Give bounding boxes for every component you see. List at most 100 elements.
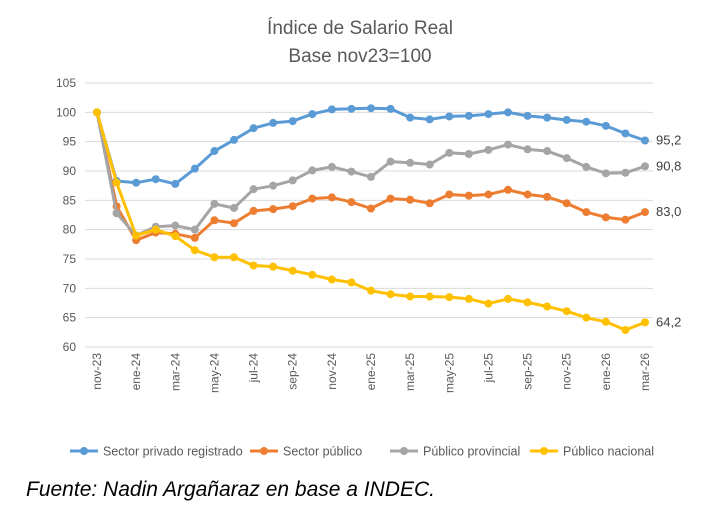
data-point <box>190 225 199 234</box>
data-point <box>249 185 258 194</box>
end-label-sector-publico: 83,0 <box>656 204 681 219</box>
y-tick-label: 85 <box>63 193 77 207</box>
end-labels: 95,2 83,0 90,8 64,2 <box>656 132 681 329</box>
legend: Sector privado registrado Sector público P… <box>70 445 654 459</box>
data-point <box>308 110 317 119</box>
data-point <box>190 164 199 173</box>
data-point <box>582 162 591 171</box>
data-point <box>425 115 434 124</box>
data-point <box>269 262 278 271</box>
data-point <box>249 261 258 270</box>
data-point <box>249 124 258 133</box>
data-point <box>249 206 258 215</box>
data-point <box>288 202 297 211</box>
data-point <box>601 121 610 130</box>
data-point <box>543 113 552 122</box>
x-tick-label: ene-25 <box>364 353 378 391</box>
x-tick-label: mar-26 <box>638 353 652 391</box>
x-tick-label: may-24 <box>207 353 221 393</box>
data-point <box>464 191 473 200</box>
data-point <box>601 213 610 222</box>
y-tick-label: 80 <box>63 223 77 237</box>
y-tick-label: 105 <box>56 76 76 90</box>
data-point <box>151 175 160 184</box>
x-tick-label: ene-24 <box>129 353 143 391</box>
chart-title: Índice de Salario Real <box>267 18 453 39</box>
data-point <box>347 167 356 176</box>
gridlines <box>85 82 653 348</box>
legend-marker <box>260 447 268 455</box>
data-point <box>308 166 317 175</box>
end-label-sector-privado-registrado: 95,2 <box>656 132 681 147</box>
data-point <box>327 162 336 171</box>
data-point <box>269 205 278 214</box>
data-point <box>132 178 141 187</box>
data-point <box>504 185 512 194</box>
x-tick-label: nov-25 <box>560 353 574 390</box>
data-point <box>190 233 199 242</box>
legend-label: Sector privado registrado <box>103 445 243 459</box>
data-point <box>543 192 552 201</box>
data-point <box>445 112 454 121</box>
data-point <box>288 176 297 185</box>
y-tick-label: 70 <box>63 281 77 295</box>
data-point <box>621 325 630 334</box>
data-point <box>132 231 141 240</box>
data-point <box>230 253 238 262</box>
end-label-publico-provincial: 90,8 <box>656 158 681 173</box>
data-point <box>406 113 415 122</box>
data-point <box>621 168 630 177</box>
data-point <box>641 136 649 145</box>
data-point <box>406 195 415 204</box>
x-tick-label: jul-24 <box>247 353 261 384</box>
data-point <box>562 307 571 316</box>
data-point <box>621 215 630 224</box>
data-point <box>347 198 356 207</box>
data-point <box>112 209 121 218</box>
data-point <box>210 199 219 208</box>
legend-label: Público nacional <box>563 445 654 459</box>
data-point <box>93 108 101 117</box>
data-point <box>386 104 395 113</box>
series-lines <box>93 104 649 334</box>
y-tick-label: 60 <box>63 340 77 354</box>
y-tick-label: 75 <box>63 252 77 266</box>
series-sector-publico <box>93 108 649 245</box>
data-point <box>327 275 336 284</box>
data-point <box>367 204 375 213</box>
data-point <box>641 208 649 217</box>
x-tick-label: mar-25 <box>403 353 417 391</box>
source-note: Fuente: Nadin Argañaraz en base a INDEC. <box>26 478 435 501</box>
end-label-publico-nacional: 64,2 <box>656 314 681 329</box>
data-point <box>641 318 649 327</box>
data-point <box>367 104 375 113</box>
data-point <box>582 117 591 126</box>
legend-marker <box>400 447 408 455</box>
x-tick-label: sep-24 <box>286 353 300 390</box>
data-point <box>523 190 532 199</box>
data-point <box>269 118 278 127</box>
y-tick-label: 95 <box>63 135 77 149</box>
data-point <box>445 190 454 199</box>
x-tick-label: sep-25 <box>521 353 535 390</box>
data-point <box>582 313 591 322</box>
data-point <box>406 158 415 167</box>
data-point <box>347 104 356 113</box>
data-point <box>327 193 336 202</box>
data-point <box>504 140 512 149</box>
data-point <box>484 110 493 119</box>
data-point <box>386 194 395 203</box>
y-axis-ticks: 60 65 70 75 80 85 90 95 100 105 <box>56 76 76 354</box>
data-point <box>464 111 473 120</box>
data-point <box>562 199 571 208</box>
data-point <box>367 286 375 295</box>
data-point <box>562 154 571 163</box>
y-tick-label: 100 <box>56 105 76 119</box>
data-point <box>523 298 532 307</box>
data-point <box>230 219 238 228</box>
data-point <box>484 299 493 308</box>
data-point <box>425 160 434 169</box>
legend-marker <box>540 447 548 455</box>
data-point <box>230 203 238 212</box>
legend-label: Público provincial <box>423 445 520 459</box>
